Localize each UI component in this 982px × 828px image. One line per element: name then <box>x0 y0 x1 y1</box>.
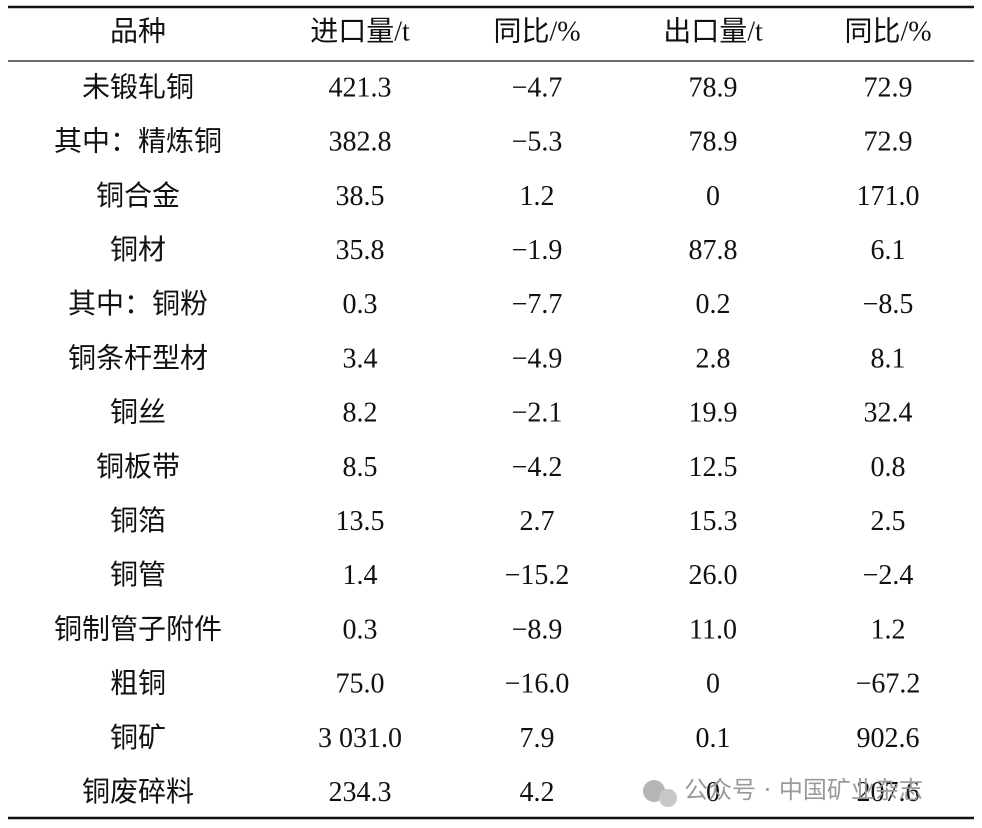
cell: 19.9 <box>689 398 738 429</box>
cell: −16.0 <box>505 669 570 700</box>
cell: −67.2 <box>856 669 921 700</box>
cell: 207.6 <box>857 777 920 808</box>
cell: 75.0 <box>336 669 385 700</box>
cell: 0.2 <box>696 289 731 320</box>
row-label: 铜丝 <box>110 397 166 429</box>
cell: 0 <box>706 777 720 808</box>
row-label: 铜材 <box>110 234 166 266</box>
cell: 3 031.0 <box>318 723 402 754</box>
cell: −4.7 <box>512 72 563 103</box>
watermark: 公众号 · 中国矿业杂志 <box>643 776 923 807</box>
cell: 13.5 <box>336 506 385 537</box>
row-label: 铜合金 <box>96 180 180 212</box>
cell: −1.9 <box>512 235 563 266</box>
cell: 78.9 <box>689 127 738 158</box>
cell: 171.0 <box>857 181 920 212</box>
cell: −4.2 <box>512 452 563 483</box>
cell: 421.3 <box>329 72 392 103</box>
cell: 2.8 <box>696 343 731 374</box>
cell: 15.3 <box>689 506 738 537</box>
row-label: 铜箔 <box>110 505 166 537</box>
cell: 4.2 <box>520 777 555 808</box>
cell: −5.3 <box>512 127 563 158</box>
cell: 0 <box>706 669 720 700</box>
cell: −8.9 <box>512 614 563 645</box>
cell: 1.4 <box>343 560 378 591</box>
cell: 8.2 <box>343 398 378 429</box>
cell: 0.8 <box>871 452 906 483</box>
cell: 8.1 <box>871 343 906 374</box>
cell: 234.3 <box>329 777 392 808</box>
cell: 32.4 <box>864 398 913 429</box>
cell: 87.8 <box>689 235 738 266</box>
cell: 1.2 <box>520 181 555 212</box>
cell: 902.6 <box>857 723 920 754</box>
row-label: 粗铜 <box>110 668 166 700</box>
watermark-icon <box>659 789 677 807</box>
cell: −8.5 <box>863 289 914 320</box>
row-label: 铜板带 <box>96 451 180 483</box>
cell: 78.9 <box>689 72 738 103</box>
cell: 38.5 <box>336 181 385 212</box>
header-cell: 进口量/t <box>310 16 410 47</box>
cell: 1.2 <box>871 614 906 645</box>
cell: −7.7 <box>512 289 563 320</box>
header-cell: 同比/% <box>493 15 580 47</box>
cell: −15.2 <box>505 560 570 591</box>
cell: 0.1 <box>696 723 731 754</box>
header-cell: 同比/% <box>844 15 931 47</box>
header-cell: 品种 <box>110 15 166 47</box>
cell: 8.5 <box>343 452 378 483</box>
cell: 11.0 <box>689 614 737 645</box>
cell: 26.0 <box>689 560 738 591</box>
row-label: 未锻轧铜 <box>82 71 194 103</box>
row-label: 铜制管子附件 <box>54 613 222 645</box>
row-label: 铜管 <box>110 559 166 591</box>
cell: 3.4 <box>343 343 378 374</box>
cell: 6.1 <box>871 235 906 266</box>
cell: 0.3 <box>343 289 378 320</box>
row-label: 铜矿 <box>110 722 166 754</box>
cell: 382.8 <box>329 127 392 158</box>
header-cell: 出口量/t <box>663 15 763 47</box>
cell: 35.8 <box>336 235 385 266</box>
cell: −2.4 <box>863 560 914 591</box>
row-label: 铜废碎料 <box>82 776 194 808</box>
cell: 72.9 <box>864 127 913 158</box>
cell: 7.9 <box>520 723 555 754</box>
cell: −2.1 <box>512 398 563 429</box>
row-label: 其中：精炼铜 <box>54 126 222 158</box>
cell: 12.5 <box>689 452 738 483</box>
cell: 2.7 <box>520 506 555 537</box>
watermark-text: 公众号 · 中国矿业杂志 <box>684 776 923 804</box>
cell: 72.9 <box>864 72 913 103</box>
cell: −4.9 <box>512 343 563 374</box>
row-label: 铜条杆型材 <box>68 342 208 374</box>
cell: 0 <box>706 181 720 212</box>
cell: 0.3 <box>343 614 378 645</box>
cell: 2.5 <box>871 506 906 537</box>
row-label: 其中：铜粉 <box>68 288 208 320</box>
